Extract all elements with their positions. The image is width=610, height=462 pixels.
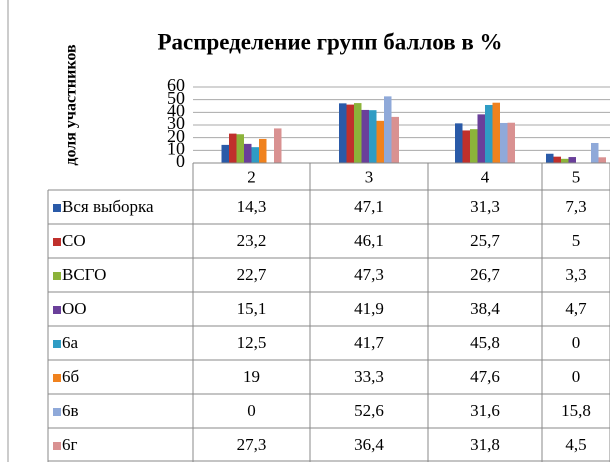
table-cell: 45,8 [470,333,500,352]
table-cell: 47,6 [470,367,500,386]
bar [568,157,576,163]
table-cell: 38,4 [470,299,500,318]
bar [598,157,606,163]
legend-swatch [53,272,61,280]
table-cell: 4,7 [565,299,587,318]
table-cell: 14,3 [237,197,267,216]
bar [236,134,244,163]
table-cell: 19 [243,367,260,386]
bar [553,156,561,163]
y-tick-label: 0 [176,151,185,171]
bar [361,109,369,163]
table-cell: 36,4 [354,435,384,454]
x-tick-label: 2 [247,167,256,186]
y-tick-label: 50 [167,88,185,108]
legend-label: 6б [62,367,79,386]
table-cell: 5 [572,231,581,250]
table-cell: 27,3 [237,435,267,454]
bar [561,158,569,163]
table-cell: 41,7 [354,333,384,352]
y-tick-label: 40 [167,100,185,120]
bar [244,143,252,163]
legend-swatch [53,340,61,348]
legend-label: СО [62,231,86,250]
legend-swatch [53,408,61,416]
y-tick-label: 60 [167,75,185,95]
table-cell: 33,3 [354,367,384,386]
bar [339,103,347,163]
legend-swatch [53,238,61,246]
x-tick-label: 3 [365,167,374,186]
table-cell: 52,6 [354,401,384,420]
table-cell: 46,1 [354,231,384,250]
legend-label: 6в [62,401,79,420]
bar [462,130,470,163]
bar [591,142,599,163]
table-cell: 7,3 [565,197,586,216]
bar [251,147,259,163]
bar [477,114,485,163]
table-cell: 31,6 [470,401,500,420]
bar [455,123,463,163]
legend-swatch [53,204,61,212]
bar [546,153,554,163]
bar [485,104,493,163]
legend-swatch [53,442,61,450]
bar [507,122,515,163]
table-cell: 0 [572,367,581,386]
table-cell: 15,8 [561,401,591,420]
table-cell: 12,5 [237,333,267,352]
y-tick-label: 10 [167,138,185,158]
table-cell: 31,3 [470,197,500,216]
legend-label: ОО [62,299,87,318]
bar [500,122,508,163]
legend-label: Вся выборка [62,197,154,216]
table-cell: 31,8 [470,435,500,454]
bar [274,128,282,163]
legend-label: 6а [62,333,79,352]
table-cell: 0 [572,333,581,352]
table-cell: 25,7 [470,231,500,250]
table-cell: 3,3 [565,265,586,284]
legend-label: 6г [62,435,78,454]
table-cell: 47,1 [354,197,384,216]
x-tick-label: 4 [481,167,490,186]
bar [259,138,267,163]
table-cell: 0 [247,401,256,420]
bar [376,120,384,163]
chart-title: Распределение групп баллов в % [157,29,502,54]
table-cell: 4,5 [565,435,586,454]
y-axis-label: доля участников [63,44,80,166]
table-cell: 23,2 [237,231,267,250]
table-cell: 41,9 [354,299,384,318]
y-tick-label: 20 [167,126,185,146]
y-tick-label: 30 [167,113,185,133]
legend-swatch [53,374,61,382]
bar [391,116,399,163]
table-cell: 26,7 [470,265,500,284]
bar [369,110,377,163]
legend-label: ВСГО [62,265,106,284]
table-cell: 47,3 [354,265,384,284]
bar [229,133,237,163]
bar [384,96,392,163]
legend-swatch [53,306,61,314]
bar [221,144,229,163]
bar [470,129,478,163]
table-cell: 15,1 [237,299,267,318]
bar [346,104,354,163]
table-cell: 22,7 [237,265,267,284]
bar [354,103,362,163]
x-tick-label: 5 [572,167,581,186]
bar [492,102,500,163]
